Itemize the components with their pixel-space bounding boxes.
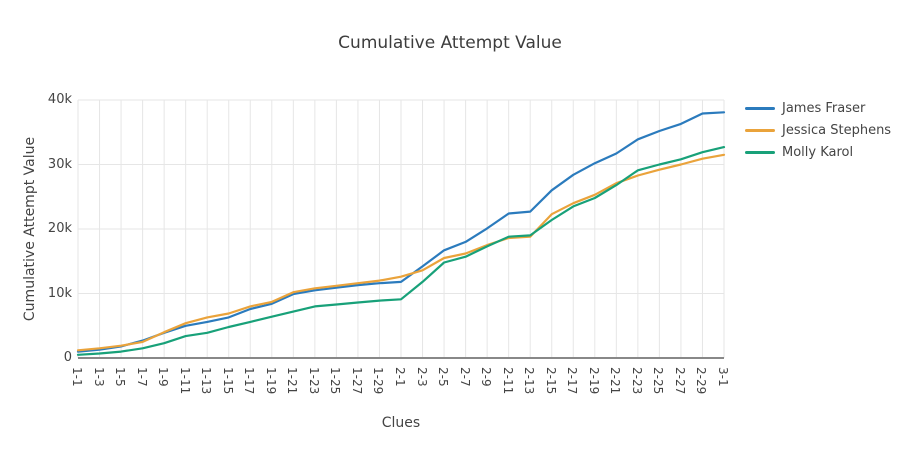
x-tick-label: 1-15	[220, 367, 235, 395]
x-tick-label: 1-27	[349, 367, 364, 395]
x-tick-label: 1-23	[306, 367, 321, 395]
y-tick-label: 20k	[47, 221, 72, 236]
legend-item-james-fraser[interactable]: James Fraser	[745, 97, 891, 119]
x-tick-label: 1-25	[328, 367, 343, 395]
x-tick-label: 3-1	[716, 367, 730, 387]
x-tick-label: 1-5	[113, 367, 128, 387]
x-tick-label: 1-19	[263, 367, 278, 395]
legend-item-jessica-stephens[interactable]: Jessica Stephens	[745, 119, 891, 141]
x-tick-label: 2-19	[586, 367, 601, 395]
x-tick-label: 2-11	[500, 367, 515, 395]
series-line-jessica-stephens	[76, 153, 726, 352]
x-tick-label: 2-13	[522, 367, 537, 395]
x-tick-label: 2-9	[479, 367, 494, 387]
legend-swatch	[745, 106, 775, 110]
x-tick-label: 1-7	[134, 367, 149, 387]
y-tick-label: 10k	[47, 285, 72, 301]
legend: James Fraser Jessica Stephens Molly Karol	[745, 97, 891, 163]
x-tick-label: 1-9	[156, 367, 171, 387]
x-tick-label: 1-29	[371, 367, 386, 395]
x-tick-label: 1-13	[199, 367, 214, 395]
x-tick-label: 2-3	[414, 367, 429, 387]
x-tick-label: 2-23	[629, 367, 644, 395]
x-tick-label: 1-1	[70, 367, 84, 387]
legend-item-label: Molly Karol	[782, 144, 854, 160]
x-axis-title: Clues	[381, 415, 421, 431]
x-tick-label: 2-15	[543, 367, 558, 395]
y-tick-label: 30k	[47, 156, 72, 172]
legend-swatch	[745, 128, 775, 132]
legend-item-label: Jessica Stephens	[782, 122, 892, 138]
x-tick-label: 1-3	[91, 367, 106, 387]
x-tick-label: 1-11	[177, 367, 192, 395]
x-tick-label: 1-21	[285, 367, 300, 395]
x-tick-label: 2-27	[672, 367, 687, 395]
x-tick-label: 2-25	[651, 367, 666, 395]
y-tick-label: 0	[63, 350, 72, 365]
legend-item-label: James Fraser	[782, 100, 866, 116]
x-tick-label: 2-1	[393, 367, 407, 387]
legend-swatch	[745, 150, 775, 154]
x-tick-label: 2-29	[694, 367, 709, 395]
series-line-molly-karol	[76, 146, 726, 356]
chart-title: Cumulative Attempt Value	[338, 33, 562, 53]
x-tick-label: 2-17	[565, 367, 580, 395]
legend-item-molly-karol[interactable]: Molly Karol	[745, 141, 891, 163]
y-tick-label: 40k	[47, 92, 72, 107]
x-tick-label: 2-21	[608, 367, 623, 395]
series-line-james-fraser	[76, 111, 726, 353]
x-tick-label: 2-7	[457, 367, 472, 387]
x-tick-label: 2-5	[436, 367, 451, 387]
x-tick-label: 1-17	[242, 367, 257, 395]
